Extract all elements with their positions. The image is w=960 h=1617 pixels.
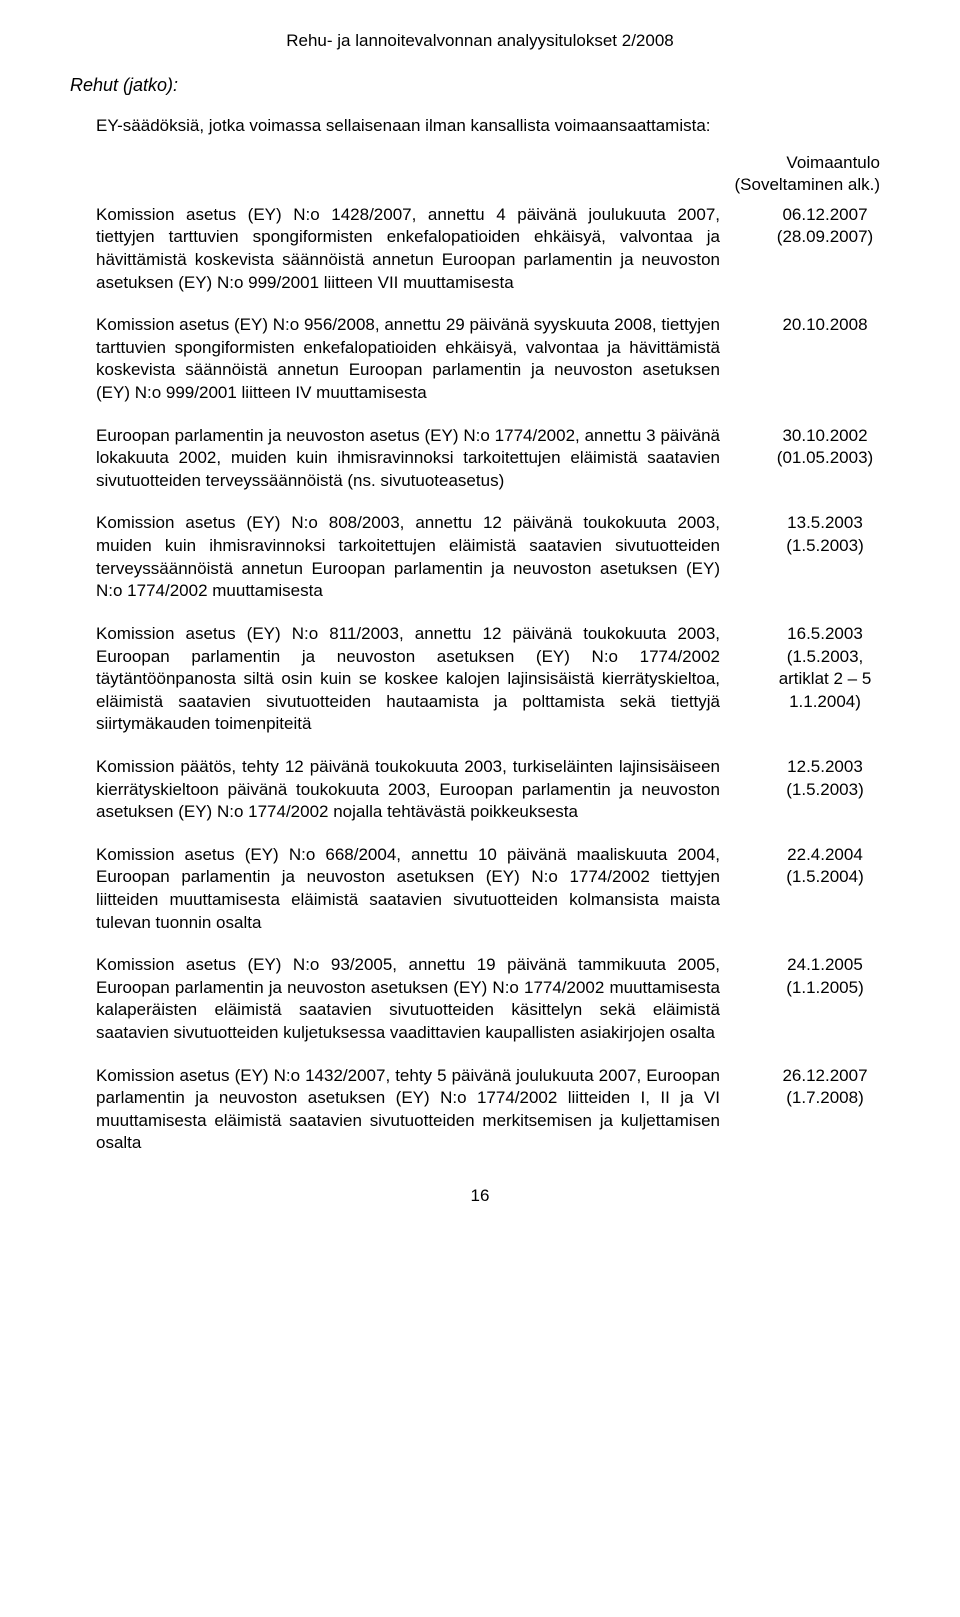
date-line: 16.5.2003 bbox=[787, 624, 863, 643]
regulation-date: 06.12.2007 (28.09.2007) bbox=[760, 204, 890, 294]
regulation-date: 13.5.2003 (1.5.2003) bbox=[760, 512, 890, 602]
regulation-entry: Komission asetus (EY) N:o 811/2003, anne… bbox=[96, 623, 890, 736]
date-line: 22.4.2004 bbox=[787, 845, 863, 864]
date-header-line2: (Soveltaminen alk.) bbox=[734, 175, 880, 194]
date-line: 13.5.2003 bbox=[787, 513, 863, 532]
regulation-entry: Komission asetus (EY) N:o 93/2005, annet… bbox=[96, 954, 890, 1044]
regulation-date: 24.1.2005 (1.1.2005) bbox=[760, 954, 890, 1044]
regulation-entry: Komission asetus (EY) N:o 956/2008, anne… bbox=[96, 314, 890, 404]
date-line: (1.5.2003) bbox=[786, 536, 864, 555]
regulation-heading: EY-säädöksiä, jotka voimassa sellaisenaa… bbox=[96, 115, 890, 137]
regulation-text: Komission asetus (EY) N:o 811/2003, anne… bbox=[96, 623, 760, 736]
regulation-date: 22.4.2004 (1.5.2004) bbox=[760, 844, 890, 934]
regulation-entry: Euroopan parlamentin ja neuvoston asetus… bbox=[96, 425, 890, 493]
date-line: 20.10.2008 bbox=[782, 315, 867, 334]
page-number: 16 bbox=[70, 1185, 890, 1207]
regulation-text: Komission päätös, tehty 12 päivänä touko… bbox=[96, 756, 760, 824]
regulation-date: 26.12.2007 (1.7.2008) bbox=[760, 1065, 890, 1155]
regulation-entry: Komission asetus (EY) N:o 808/2003, anne… bbox=[96, 512, 890, 602]
date-line: (1.5.2004) bbox=[786, 867, 864, 886]
date-line: (1.7.2008) bbox=[786, 1088, 864, 1107]
date-line: artiklat 2 – 5 bbox=[779, 669, 872, 688]
date-line: 26.12.2007 bbox=[782, 1066, 867, 1085]
regulation-date: 20.10.2008 bbox=[760, 314, 890, 404]
date-line: (1.5.2003, bbox=[787, 647, 864, 666]
regulation-text: Komission asetus (EY) N:o 808/2003, anne… bbox=[96, 512, 760, 602]
date-header-line1: Voimaantulo bbox=[786, 153, 880, 172]
regulation-text: Komission asetus (EY) N:o 1428/2007, ann… bbox=[96, 204, 760, 294]
date-line: 1.1.2004) bbox=[789, 692, 861, 711]
regulation-date: 16.5.2003 (1.5.2003, artiklat 2 – 5 1.1.… bbox=[760, 623, 890, 736]
regulation-text: Komission asetus (EY) N:o 956/2008, anne… bbox=[96, 314, 760, 404]
date-line: (1.5.2003) bbox=[786, 780, 864, 799]
regulation-date: 12.5.2003 (1.5.2003) bbox=[760, 756, 890, 824]
regulation-entry: Komission asetus (EY) N:o 668/2004, anne… bbox=[96, 844, 890, 934]
regulation-entry: Komission asetus (EY) N:o 1428/2007, ann… bbox=[96, 204, 890, 294]
regulation-text: Komission asetus (EY) N:o 93/2005, annet… bbox=[96, 954, 760, 1044]
date-column-header: Voimaantulo (Soveltaminen alk.) bbox=[70, 152, 890, 196]
date-line: (1.1.2005) bbox=[786, 978, 864, 997]
regulation-text: Euroopan parlamentin ja neuvoston asetus… bbox=[96, 425, 760, 493]
document-header: Rehu- ja lannoitevalvonnan analyysitulok… bbox=[70, 30, 890, 52]
regulation-entry: Komission asetus (EY) N:o 1432/2007, teh… bbox=[96, 1065, 890, 1155]
date-line: (01.05.2003) bbox=[777, 448, 873, 467]
regulation-entry: Komission päätös, tehty 12 päivänä touko… bbox=[96, 756, 890, 824]
regulation-date: 30.10.2002 (01.05.2003) bbox=[760, 425, 890, 493]
regulation-text: Komission asetus (EY) N:o 668/2004, anne… bbox=[96, 844, 760, 934]
date-line: 24.1.2005 bbox=[787, 955, 863, 974]
date-line: 30.10.2002 bbox=[782, 426, 867, 445]
section-label: Rehut (jatko): bbox=[70, 74, 890, 97]
date-line: 12.5.2003 bbox=[787, 757, 863, 776]
date-line: 06.12.2007 bbox=[782, 205, 867, 224]
date-line: (28.09.2007) bbox=[777, 227, 873, 246]
regulation-text: Komission asetus (EY) N:o 1432/2007, teh… bbox=[96, 1065, 760, 1155]
